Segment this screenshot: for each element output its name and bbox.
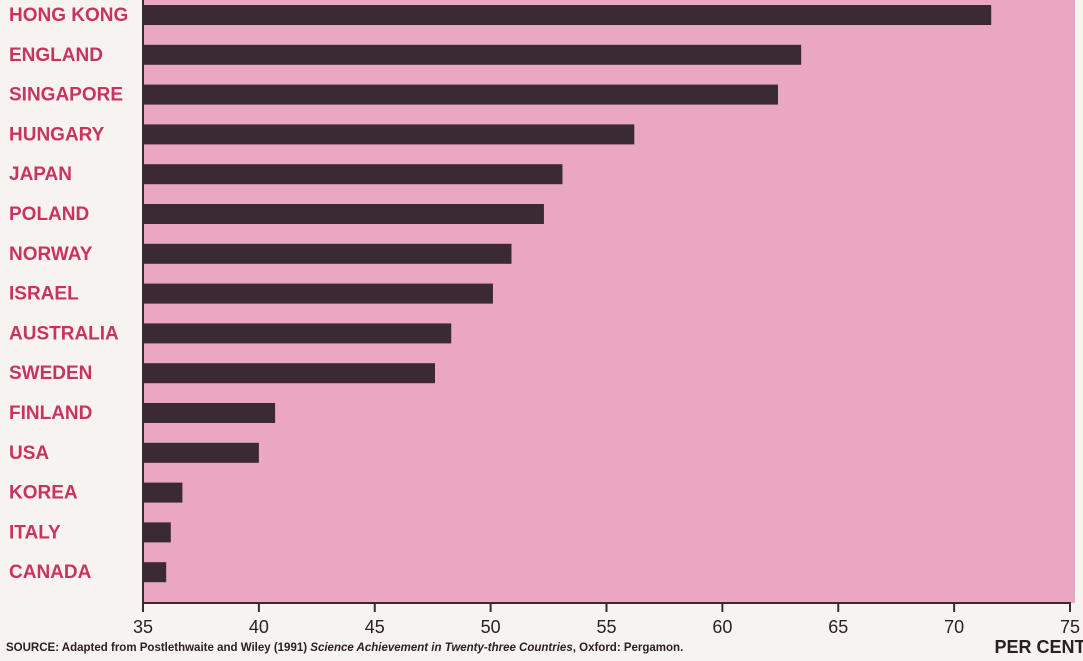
category-label: ITALY bbox=[9, 522, 61, 543]
category-label: JAPAN bbox=[9, 164, 72, 185]
category-label: POLAND bbox=[9, 204, 89, 225]
bar bbox=[143, 363, 436, 384]
x-tick-label: 55 bbox=[596, 617, 616, 637]
category-label: SINGAPORE bbox=[9, 85, 123, 106]
source-note: SOURCE: Adapted from Postlethwaite and W… bbox=[6, 642, 683, 654]
category-label: USA bbox=[9, 443, 49, 464]
x-tick-label: 35 bbox=[133, 617, 153, 637]
bar bbox=[143, 243, 512, 264]
bar bbox=[143, 562, 167, 583]
category-label: ENGLAND bbox=[9, 45, 103, 66]
source-suffix: , Oxford: Pergamon. bbox=[573, 642, 684, 654]
category-label: ISRAEL bbox=[9, 284, 79, 305]
x-tick-label: 40 bbox=[249, 617, 269, 637]
bar bbox=[143, 44, 802, 65]
source-prefix: SOURCE: Adapted from Postlethwaite and W… bbox=[6, 642, 310, 654]
x-axis-label: PER CENT bbox=[994, 637, 1083, 657]
bar bbox=[143, 124, 635, 145]
bar bbox=[143, 482, 183, 503]
bar bbox=[143, 5, 992, 25]
category-label: AUSTRALIA bbox=[9, 323, 119, 344]
category-label: FINLAND bbox=[9, 403, 92, 424]
x-tick-label: 75 bbox=[1060, 617, 1080, 637]
bar bbox=[143, 403, 276, 423]
category-label: KOREA bbox=[9, 483, 78, 504]
category-label: HUNGARY bbox=[9, 124, 105, 145]
x-tick-label: 60 bbox=[712, 617, 732, 637]
bar bbox=[143, 204, 544, 224]
bar bbox=[143, 164, 563, 185]
x-tick-label: 70 bbox=[944, 617, 964, 637]
bar bbox=[143, 84, 778, 105]
bar bbox=[143, 283, 493, 304]
category-label: CANADA bbox=[9, 562, 92, 583]
category-label: SWEDEN bbox=[9, 363, 92, 384]
category-label: NORWAY bbox=[9, 244, 93, 265]
source-title: Science Achievement in Twenty-three Coun… bbox=[310, 642, 572, 654]
x-tick-label: 45 bbox=[365, 617, 385, 637]
bar bbox=[143, 442, 259, 463]
x-tick-label: 50 bbox=[481, 617, 501, 637]
x-tick-label: 65 bbox=[828, 617, 848, 637]
bar bbox=[143, 522, 171, 543]
category-label: HONG KONG bbox=[9, 5, 128, 26]
bar bbox=[143, 323, 452, 344]
